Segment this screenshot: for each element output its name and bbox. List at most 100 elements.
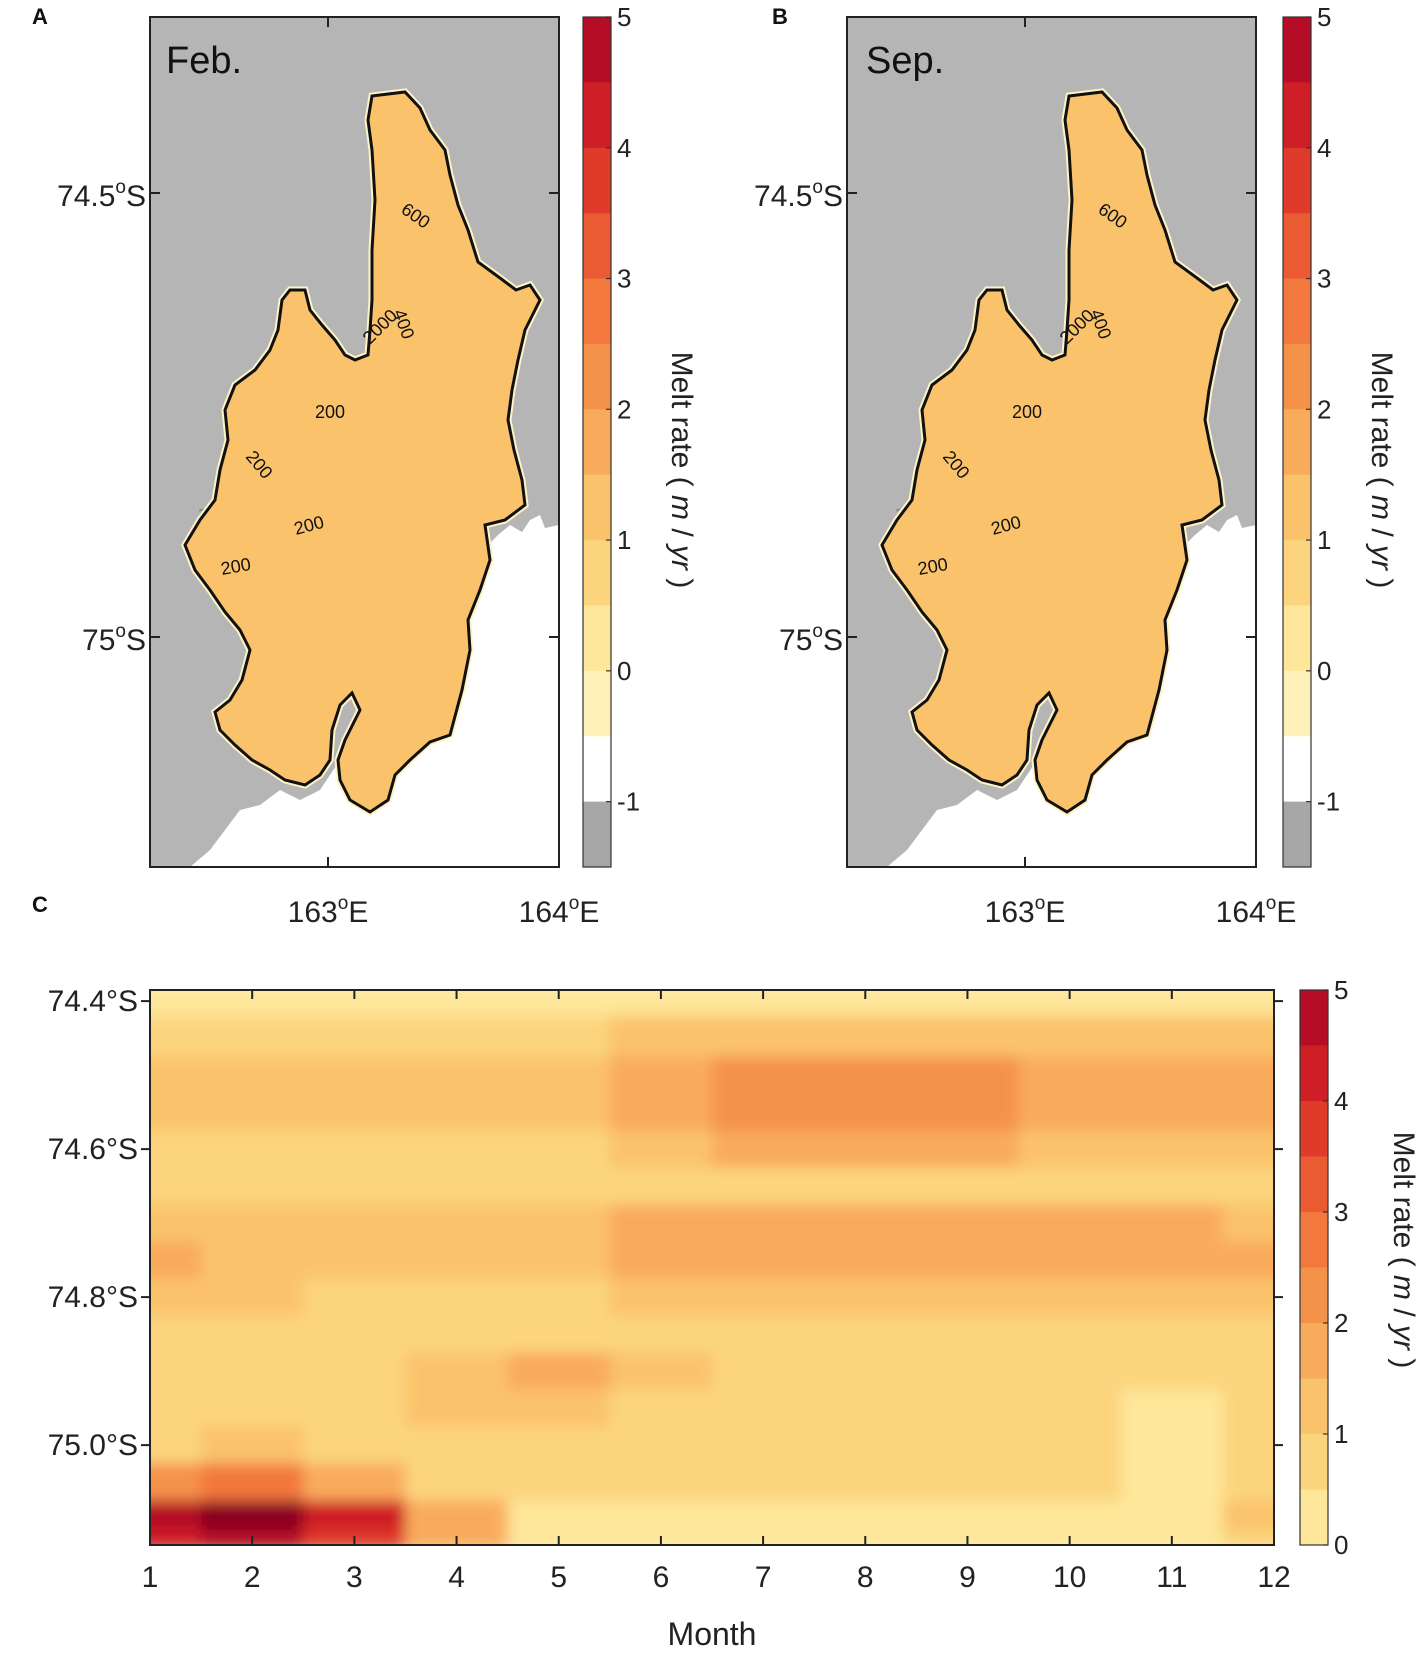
panel-c-y-tick-label: 74.8°S (48, 1281, 138, 1314)
panel-c-heat-cell (150, 1093, 203, 1132)
panel-c-colorbar-segment (1300, 1434, 1328, 1491)
panel-c-heat-cell (814, 1130, 918, 1169)
panel-c-heat-cell (609, 1241, 713, 1280)
panel-c-heat-cell (1018, 1389, 1122, 1428)
panel-a: A 600 400 2000 200 200 200 200 (32, 2, 698, 929)
panel-b-colorbar-segment (1283, 474, 1311, 541)
panel-c-heat-cell (201, 1463, 305, 1502)
panel-c-x-tick-label: 1 (142, 1561, 159, 1594)
panel-c-heat-cell (405, 1130, 509, 1169)
panel-c-colorbar-segment (1300, 990, 1328, 1047)
panel-c-heat-cell (201, 1015, 305, 1058)
panel-a-colorbar-segment (583, 736, 611, 803)
panel-c-heat-cell (303, 1463, 407, 1502)
panel-c-heat-cell (609, 1056, 713, 1095)
panel-c-heat-cell (201, 1241, 305, 1280)
panel-c-heat-cell (814, 1056, 918, 1095)
panel-c-heat-cell (814, 1463, 918, 1502)
panel-b-lat-label-top: 74.5oS (754, 177, 843, 213)
panel-c-heat-cell (507, 1389, 611, 1428)
panel-c-colorbar-segment (1300, 1323, 1328, 1380)
panel-c-heat-cell (303, 1241, 407, 1280)
panel-c-heat-cell (507, 1167, 611, 1206)
panel-c-heat-cell (712, 1352, 816, 1391)
panel-c-heat-cell (150, 1530, 203, 1545)
panel-c-colorbar-segment (1300, 1378, 1328, 1435)
panel-c-heat-cell (814, 1426, 918, 1465)
panel-c-heat-cell (150, 1015, 203, 1058)
panel-c-heat-cell (1018, 1463, 1122, 1502)
panel-a-colorbar-tick-label: 3 (617, 264, 631, 294)
panel-c-heat-cell (507, 1130, 611, 1169)
panel-a-colorbar-tick-label: 2 (617, 394, 631, 424)
panel-a-colorbar-segment (583, 147, 611, 214)
panel-c-heat-cell (405, 1204, 509, 1243)
panel-c-heat-cell (1018, 1315, 1122, 1354)
panel-a-colorbar-tick-label: 1 (617, 525, 631, 555)
panel-a-colorbar-segment (583, 213, 611, 280)
panel-c-heat-cell (609, 1426, 713, 1465)
panel-b-colorbar-segment (1283, 82, 1311, 149)
panel-b-month-label: Sep. (866, 40, 944, 82)
panel-c-heat-cell (201, 1278, 305, 1317)
panel-c-y-tick-label: 75.0°S (48, 1429, 138, 1462)
panel-b-contour-label-200-a: 200 (1012, 402, 1042, 422)
panel-a-colorbar-segment (583, 343, 611, 410)
panel-c-x-tick-label: 7 (755, 1561, 772, 1594)
panel-c-colorbar-tick-label: 1 (1334, 1419, 1348, 1449)
panel-c-heat-cell (1018, 1352, 1122, 1391)
panel-c-x-tick-label: 6 (653, 1561, 670, 1594)
panel-c-heat-cell (609, 1204, 713, 1243)
panel-c-heat-cell (916, 1315, 1020, 1354)
panel-c-heat-cell (712, 1426, 816, 1465)
panel-c-heat-cell (405, 1315, 509, 1354)
panel-c-colorbar-tick-label: 2 (1334, 1308, 1348, 1338)
panel-b-colorbar: 5 4 3 2 1 0 -1 (1282, 2, 1340, 868)
panel-c-heat-cell (150, 1426, 203, 1465)
panel-b-lon-label-163: 163oE (985, 893, 1066, 929)
panel-a-map: 600 400 2000 200 200 200 200 (150, 17, 559, 867)
panel-c-colorbar-segment (1300, 1156, 1328, 1213)
panel-b-lon-label-164: 164oE (1216, 893, 1297, 929)
panel-a-colorbar-segment (583, 17, 611, 83)
panel-c-heat-cell (303, 1130, 407, 1169)
panel-c-heat-cell (916, 1463, 1020, 1502)
panel-b-colorbar-segment (1283, 278, 1311, 345)
panel-b-colorbar-segment (1283, 213, 1311, 280)
panel-c-heat-cell (712, 1167, 816, 1206)
panel-c-x-tick-label: 11 (1156, 1561, 1187, 1594)
panel-c-x-tick-label: 10 (1053, 1561, 1086, 1594)
panel-c-heat-cell (1222, 1056, 1274, 1095)
panel-c-heat-cell (1120, 1315, 1224, 1354)
panel-c-colorbar: 5 4 3 2 1 0 (1299, 975, 1348, 1560)
panel-c-heat-cell (507, 1015, 611, 1058)
panel-b-colorbar-tick-label: 2 (1317, 394, 1331, 424)
panel-a-colorbar-segment (583, 670, 611, 737)
panel-c-heat-cell (814, 1352, 918, 1391)
panel-c-heat-cell (916, 1167, 1020, 1206)
panel-c-heat-cell (1018, 1204, 1122, 1243)
panel-c-heat-cell (405, 1426, 509, 1465)
panel-c-heat-cell (814, 1015, 918, 1058)
panel-c-heat-cell (507, 1241, 611, 1280)
panel-c-heat-cell (201, 1389, 305, 1428)
panel-c-heat-cell (1018, 1093, 1122, 1132)
panel-a-colorbar-frame (582, 16, 612, 868)
panel-c-heat-cell (1120, 1093, 1224, 1132)
panel-c-heat-cell (609, 1389, 713, 1428)
panel-b-colorbar-tick-label: -1 (1317, 787, 1340, 817)
panel-c-heat-cell (507, 1463, 611, 1502)
panel-c-heat-cell (1120, 1278, 1224, 1317)
panel-a-colorbar: 5 4 3 2 1 0 -1 (582, 2, 640, 868)
panel-b-colorbar-segment (1283, 147, 1311, 214)
panel-a-colorbar-segment (583, 540, 611, 607)
panel-c-heat-cell (201, 1352, 305, 1391)
panel-c-heat-cell (1222, 1389, 1274, 1428)
panel-c-heat-cell (1018, 1056, 1122, 1095)
panel-c-colorbar-segment (1300, 1101, 1328, 1158)
panel-c-heat-cell (1222, 1167, 1274, 1206)
panel-c-heat-cell (507, 1500, 611, 1532)
panel-c-colorbar-tick-label: 5 (1334, 975, 1348, 1005)
panel-c-heat-cell (712, 1463, 816, 1502)
panel-c-heat-cell (507, 1426, 611, 1465)
